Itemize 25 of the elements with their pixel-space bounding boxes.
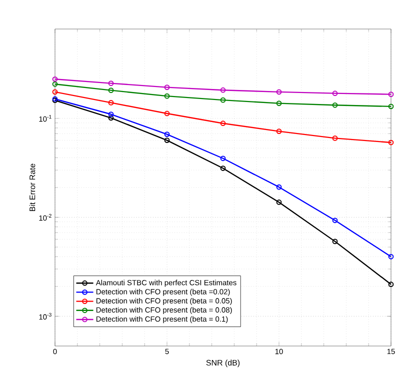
point (108, 88, 114, 94)
point (164, 132, 170, 137)
point (220, 87, 226, 93)
point (276, 128, 282, 134)
point (164, 110, 170, 116)
point (220, 97, 226, 103)
point (332, 90, 338, 96)
point (332, 238, 338, 244)
point (108, 100, 114, 106)
point (332, 136, 338, 141)
point (276, 100, 282, 106)
point (108, 115, 114, 121)
point (220, 166, 226, 171)
point (276, 200, 282, 205)
point (276, 184, 282, 190)
point (332, 218, 338, 224)
point (164, 138, 170, 143)
point (332, 102, 338, 108)
point (164, 84, 170, 90)
point (276, 89, 282, 95)
point (108, 112, 114, 117)
point (108, 80, 114, 86)
point (220, 156, 226, 162)
point (164, 93, 170, 99)
point (220, 120, 226, 126)
